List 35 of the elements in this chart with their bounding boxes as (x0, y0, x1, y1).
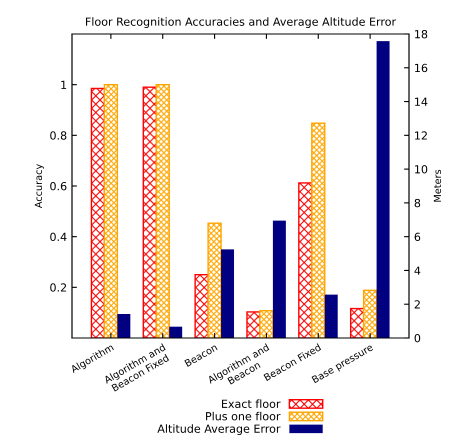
bar (362, 290, 378, 338)
y2-tick-label: 18 (415, 30, 428, 38)
bar (169, 326, 182, 338)
y-axis-title: Accuracy (34, 164, 44, 208)
bar (311, 122, 326, 338)
legend-label: Plus one floor (206, 412, 280, 420)
y-tick-label: 0.6 (50, 182, 66, 190)
bar (194, 274, 209, 338)
bar (117, 314, 130, 338)
bar (259, 310, 274, 338)
y2-tick-label: 2 (414, 300, 420, 308)
y2-tick-label: 0 (414, 334, 420, 342)
y2-tick-label: 6 (414, 232, 420, 242)
y-tick-label: 0.4 (50, 232, 67, 242)
y-tick-label: 0.8 (50, 131, 66, 140)
y2-tick-label: 16 (415, 64, 428, 72)
chart-title: Floor Recognition Accuracies and Average Altitude Error (86, 17, 396, 28)
y2-tick-label: 10 (415, 165, 428, 174)
bar (298, 182, 312, 338)
y2-tick-label: 14 (415, 98, 428, 106)
bar (90, 88, 106, 338)
legend-label: Exact floor (222, 399, 280, 408)
y2-tick-label: 4 (414, 266, 420, 275)
bar (156, 84, 170, 338)
bar (324, 294, 338, 338)
y2-tick-label: 12 (415, 131, 427, 140)
bar (104, 84, 118, 338)
bar (272, 220, 286, 338)
bar (376, 41, 390, 338)
y2-tick-label: 8 (414, 198, 420, 208)
bar (142, 86, 157, 338)
y-tick-label: 0.2 (50, 283, 66, 292)
y-tick-label: 1 (61, 80, 66, 89)
legend-label: Altitude Average Error (157, 424, 280, 435)
y2-axis-title: Meters (434, 170, 442, 202)
